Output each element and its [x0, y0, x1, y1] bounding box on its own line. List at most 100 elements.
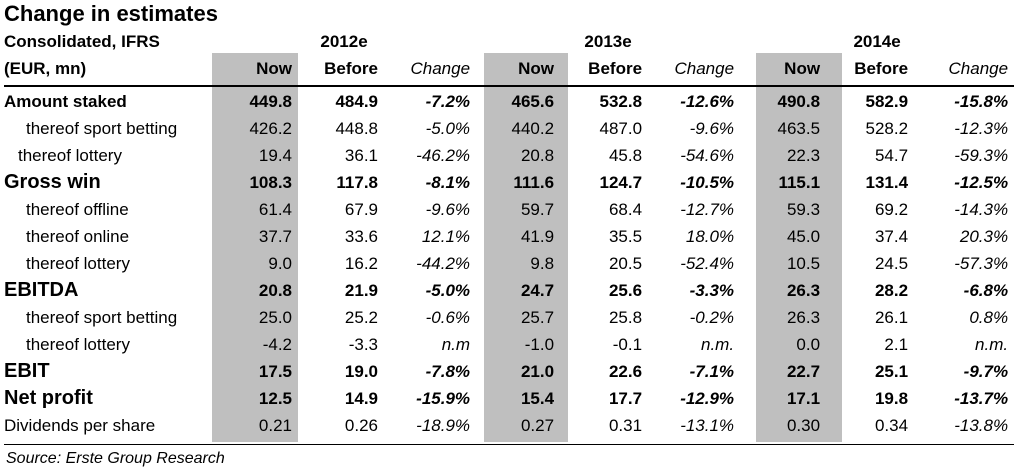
cell-change: -7.8%	[425, 361, 471, 381]
cell-now: 115.1	[778, 172, 821, 192]
table-row: EBITDA 20.8 21.9 -5.0% 24.7 25.6 -3.3% 26.3 28.2…	[4, 277, 1014, 304]
cell-before: 25.6	[608, 280, 643, 300]
table-row: thereof lottery -4.2 -3.3 n.m -1.0 -0.1 n.m. 0.…	[4, 331, 1014, 358]
cell-change: -3.3%	[689, 280, 735, 300]
cell-before: 33.6	[344, 226, 378, 246]
cell-change: -9.6%	[425, 199, 471, 219]
cell-change: -9.6%	[689, 118, 735, 138]
col-header-now: Now	[518, 58, 555, 78]
cell-before: 35.5	[608, 226, 643, 246]
cell-change: -12.3%	[954, 118, 1009, 138]
cell-before: 582.9	[865, 91, 909, 111]
row-label: thereof sport betting	[26, 307, 178, 327]
year-header-2013e: 2013e	[584, 31, 632, 51]
cell-now: 463.5	[777, 118, 821, 138]
cell-now: 37.7	[258, 226, 292, 246]
cell-now: 108.3	[249, 172, 292, 192]
cell-before: 448.8	[335, 118, 378, 138]
col-header-before: Before	[324, 58, 378, 78]
col-header-change: Change	[410, 58, 471, 78]
cell-before: 45.8	[608, 145, 643, 165]
cell-before: 22.6	[608, 361, 643, 381]
cell-change: -12.7%	[680, 199, 735, 219]
table-label-consolidated: Consolidated, IFRS	[4, 31, 160, 51]
row-label: Gross win	[4, 171, 101, 193]
cell-change: n.m	[441, 334, 471, 354]
table-row: Dividends per share 0.21 0.26 -18.9% 0.27 0.3…	[4, 412, 1014, 439]
cell-now: 0.0	[796, 334, 821, 354]
cell-change: -5.0%	[425, 118, 471, 138]
table-row: Amount staked 449.8 484.9 -7.2% 465.6 532.8 -1…	[4, 82, 1014, 115]
cell-before: 20.5	[608, 253, 643, 273]
cell-before: 532.8	[599, 91, 643, 111]
cell-change: -15.8%	[954, 91, 1009, 111]
row-label: EBIT	[4, 360, 50, 382]
table-row: thereof sport betting 426.2 448.8 -5.0% 440.…	[4, 115, 1014, 142]
page-title: Change in estimates	[4, 1, 218, 26]
cell-change: -10.5%	[680, 172, 735, 192]
cell-before: 69.2	[874, 199, 909, 219]
cell-before: 16.2	[344, 253, 378, 273]
row-label: thereof sport betting	[26, 118, 178, 138]
cell-now: 20.8	[258, 280, 292, 300]
col-header-change: Change	[674, 58, 735, 78]
col-header-change: Change	[948, 58, 1009, 78]
table-row: thereof offline 61.4 67.9 -9.6% 59.7 68.4 -12.…	[4, 196, 1014, 223]
cell-now: 15.4	[520, 388, 555, 408]
row-label: thereof lottery	[18, 145, 122, 165]
cell-change: -0.2%	[689, 307, 735, 327]
header-divider	[4, 85, 1014, 87]
cell-now: 0.30	[786, 415, 821, 435]
cell-before: -3.3	[348, 334, 378, 354]
table-row: thereof online 37.7 33.6 12.1% 41.9 35.5 18.0%…	[4, 223, 1014, 250]
cell-before: 17.7	[608, 388, 643, 408]
cell-change: -52.4%	[680, 253, 735, 273]
cell-change: -8.1%	[425, 172, 471, 192]
row-label: thereof lottery	[26, 253, 130, 273]
cell-before: 487.0	[599, 118, 643, 138]
cell-now: 440.2	[511, 118, 555, 138]
cell-now: 25.7	[520, 307, 555, 327]
cell-change: 0.8%	[969, 307, 1009, 327]
cell-change: -12.6%	[680, 91, 735, 111]
col-header-before: Before	[588, 58, 643, 78]
cell-before: 117.8	[336, 172, 378, 192]
row-label: Net profit	[4, 387, 93, 409]
cell-change: -6.8%	[963, 280, 1009, 300]
cell-before: 14.9	[344, 388, 378, 408]
cell-change: -0.6%	[425, 307, 471, 327]
cell-now: 0.21	[258, 415, 292, 435]
row-label: thereof online	[26, 226, 130, 246]
cell-change: -9.7%	[963, 361, 1009, 381]
cell-now: 449.8	[249, 91, 292, 111]
cell-change: -14.3%	[954, 199, 1009, 219]
cell-now: 21.0	[520, 361, 555, 381]
cell-change: -7.2%	[425, 91, 471, 111]
cell-before: -0.1	[612, 334, 643, 354]
cell-before: 24.5	[874, 253, 909, 273]
cell-change: 18.0%	[685, 226, 735, 246]
table-row: thereof lottery 9.0 16.2 -44.2% 9.8 20.5 -52.4…	[4, 250, 1014, 277]
cell-change: 12.1%	[421, 226, 471, 246]
estimates-table: Consolidated, IFRS 2012e 2013e 2014e (EU…	[4, 28, 1014, 439]
cell-change: -46.2%	[416, 145, 471, 165]
col-header-before: Before	[854, 58, 909, 78]
footer-divider	[4, 444, 1014, 445]
cell-now: -1.0	[524, 334, 555, 354]
cell-change: -18.9%	[416, 415, 471, 435]
cell-before: 36.1	[344, 145, 378, 165]
cell-now: 20.8	[520, 145, 555, 165]
col-header-now: Now	[784, 58, 821, 78]
cell-before: 0.34	[874, 415, 909, 435]
cell-change: -44.2%	[416, 253, 471, 273]
now-column-shade-2012e	[212, 53, 298, 442]
cell-now: 0.27	[520, 415, 555, 435]
year-header-2012e: 2012e	[320, 31, 368, 51]
cell-now: 111.6	[513, 172, 555, 192]
cell-now: 426.2	[249, 118, 292, 138]
cell-now: 490.8	[777, 91, 821, 111]
cell-before: 2.1	[884, 334, 909, 354]
cell-now: 22.7	[786, 361, 821, 381]
cell-change: -13.7%	[954, 388, 1009, 408]
cell-now: 9.8	[530, 253, 555, 273]
